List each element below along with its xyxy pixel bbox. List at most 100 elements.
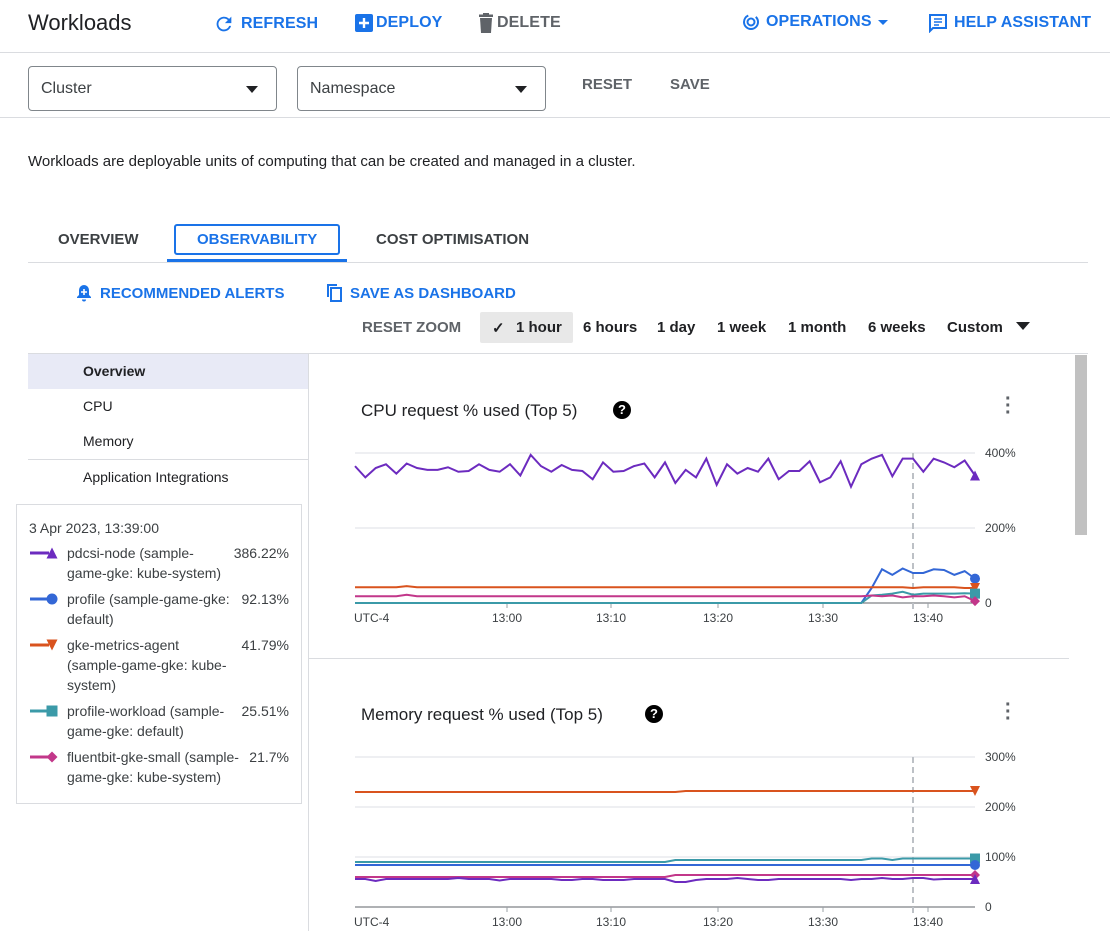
series-marker-pdcsi-node <box>970 470 980 481</box>
tooltip-row: profile-workload (sample-game-gke: defau… <box>29 701 289 741</box>
divider <box>28 353 1088 354</box>
time-range-1-hour-label: 1 hour <box>516 319 562 336</box>
legend-square-icon <box>30 705 58 717</box>
page-title: Workloads <box>28 10 132 35</box>
help-assistant-label: HELP ASSISTANT <box>954 14 1092 31</box>
chat-icon <box>929 14 947 33</box>
deploy-label: DEPLOY <box>376 14 443 31</box>
help-assistant-button[interactable]: HELP ASSISTANT <box>928 13 1091 33</box>
cluster-select[interactable]: Cluster <box>28 66 277 111</box>
time-range-1-hour[interactable] <box>480 312 573 343</box>
caret-down-icon <box>515 86 527 93</box>
deploy-button[interactable]: DEPLOY <box>354 13 442 33</box>
y-tick-label: 300% <box>985 750 1016 764</box>
time-range-6-weeks[interactable]: 6 weeks <box>868 319 926 336</box>
time-range-custom[interactable]: Custom <box>947 319 1003 336</box>
time-range-6-hours[interactable]: 6 hours <box>583 319 638 336</box>
series-line-gke-metrics-agent <box>355 585 975 590</box>
save-button[interactable]: SAVE <box>670 76 710 93</box>
time-range-1-month[interactable]: 1 month <box>788 319 847 336</box>
tooltip-row: profile (sample-game-gke: default) 92.13% <box>29 589 289 629</box>
delete-button[interactable]: DELETE <box>477 13 561 33</box>
save-as-dashboard-button[interactable]: SAVE AS DASHBOARD <box>326 284 516 302</box>
sidebar-item-overview[interactable]: Overview <box>28 354 308 389</box>
series-line-fluentbit-gke-small <box>355 874 975 878</box>
tab-overview[interactable]: OVERVIEW <box>58 231 139 248</box>
y-tick-label: 200% <box>985 800 1016 814</box>
tooltip-series-value: 21.7% <box>249 749 289 765</box>
operations-icon <box>743 14 759 30</box>
y-tick-label: 0 <box>985 596 992 610</box>
caret-down-icon[interactable] <box>1016 322 1030 330</box>
sidebar-item-memory[interactable]: Memory <box>83 433 134 449</box>
divider <box>28 459 308 460</box>
y-tick-label: 400% <box>985 446 1016 460</box>
tooltip-series-value: 41.79% <box>241 637 289 653</box>
caret-down-icon <box>877 19 888 25</box>
cpu-chart-title: CPU request % used (Top 5) <box>361 401 578 420</box>
tooltip-series-value: 386.22% <box>233 545 289 561</box>
sidebar-item-application-integrations[interactable]: Application Integrations <box>83 469 229 485</box>
tab-cost-optimisation[interactable]: COST OPTIMISATION <box>376 231 530 248</box>
tooltip-series-name: profile (sample-game-gke: default) <box>67 591 230 627</box>
series-marker-pdcsi-node <box>970 874 980 884</box>
recommended-alerts-label: RECOMMENDED ALERTS <box>100 284 285 302</box>
help-icon[interactable]: ? <box>645 705 663 723</box>
more-vert-icon[interactable]: · · · <box>1005 388 1012 424</box>
x-tick-label: 13:30 <box>808 915 838 929</box>
caret-down-icon <box>246 86 258 93</box>
refresh-label: REFRESH <box>241 15 319 32</box>
namespace-select-value: Namespace <box>310 80 396 97</box>
help-icon[interactable]: ? <box>613 401 631 419</box>
refresh-button[interactable]: REFRESH <box>213 13 318 35</box>
series-line-gke-metrics-agent <box>355 790 975 793</box>
page-description: Workloads are deployable units of comput… <box>28 153 636 170</box>
tooltip-series-name: gke-metrics-agent (sample-game-gke: kube… <box>67 637 227 693</box>
series-marker-profile-workload <box>970 588 980 599</box>
reset-button[interactable]: RESET <box>582 76 633 93</box>
time-range-1-day[interactable]: 1 day <box>657 319 696 336</box>
legend-triangle-down-icon <box>30 639 58 651</box>
tooltip-series-value: 92.13% <box>241 591 289 607</box>
divider <box>309 658 1069 659</box>
scrollbar[interactable] <box>1075 355 1087 535</box>
time-range-1-week[interactable]: 1 week <box>717 319 767 336</box>
x-tick-label: 13:00 <box>492 915 522 929</box>
tab-observability[interactable]: OBSERVABILITY <box>174 224 341 255</box>
add-box-icon <box>355 14 373 32</box>
legend-triangle-up-icon <box>30 547 58 559</box>
y-tick-label: 100% <box>985 850 1016 864</box>
reset-zoom-button[interactable]: RESET ZOOM <box>362 319 462 336</box>
alert-bell-icon <box>77 285 91 302</box>
more-vert-icon[interactable]: · · · <box>1005 694 1012 730</box>
series-marker-profile <box>970 860 980 870</box>
y-tick-label: 200% <box>985 521 1016 535</box>
divider <box>308 353 309 931</box>
divider <box>28 262 1088 263</box>
x-tick-label: 13:30 <box>808 611 838 625</box>
sidebar-item-cpu[interactable]: CPU <box>83 398 113 414</box>
series-marker-profile-workload <box>970 853 980 864</box>
tooltip-series-name: fluentbit-gke-small (sample-game-gke: ku… <box>67 749 239 785</box>
tooltip-series-value: 25.51% <box>241 703 289 719</box>
memory-chart-title: Memory request % used (Top 5) <box>361 705 603 724</box>
recommended-alerts-button[interactable]: RECOMMENDED ALERTS <box>76 284 284 302</box>
operations-menu[interactable]: OPERATIONS <box>742 13 888 31</box>
x-tick-label: 13:10 <box>596 611 626 625</box>
timezone-label: UTC-4 <box>354 611 390 625</box>
cluster-select-value: Cluster <box>41 80 92 97</box>
series-marker-gke-metrics-agent <box>970 583 980 593</box>
tooltip-timestamp: 3 Apr 2023, 13:39:00 <box>29 520 159 536</box>
series-line-pdcsi-node <box>354 453 976 490</box>
chart-tooltip: 3 Apr 2023, 13:39:00 pdcsi-node (sample-… <box>16 504 302 804</box>
tooltip-row: gke-metrics-agent (sample-game-gke: kube… <box>29 635 289 695</box>
series-marker-profile <box>970 573 980 584</box>
divider <box>0 117 1110 118</box>
legend-circle-icon <box>30 593 58 605</box>
tooltip-series-name: pdcsi-node (sample-game-gke: kube-system… <box>67 545 222 581</box>
x-tick-label: 13:20 <box>703 915 733 929</box>
tooltip-row: fluentbit-gke-small (sample-game-gke: ku… <box>29 747 289 787</box>
namespace-select[interactable]: Namespace <box>297 66 546 111</box>
